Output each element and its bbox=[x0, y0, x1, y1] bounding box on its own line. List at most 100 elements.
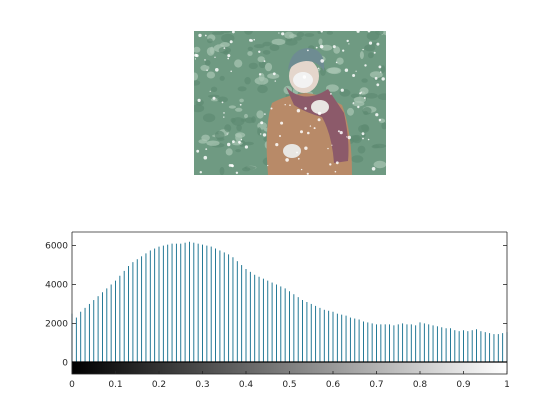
snowflake bbox=[289, 104, 291, 106]
leaf bbox=[234, 59, 243, 68]
snowflake bbox=[329, 163, 332, 166]
snowflake bbox=[197, 98, 201, 102]
leaf bbox=[372, 143, 386, 149]
snowflake bbox=[206, 69, 208, 71]
snowflake bbox=[260, 121, 264, 125]
x-tick-label: 0.4 bbox=[239, 380, 254, 390]
snowflake bbox=[380, 71, 382, 73]
snowflake bbox=[262, 133, 267, 137]
snowflake bbox=[317, 111, 322, 116]
snowflake bbox=[296, 151, 298, 154]
snowflake bbox=[348, 43, 350, 45]
leaf bbox=[271, 38, 286, 46]
snowflake bbox=[238, 140, 241, 144]
x-tick-label: 0.8 bbox=[413, 380, 428, 390]
source-photo bbox=[194, 31, 386, 175]
snowflake bbox=[215, 68, 219, 72]
leaf bbox=[244, 117, 255, 124]
snowflake bbox=[264, 113, 266, 115]
snowflake bbox=[227, 54, 231, 58]
leaf bbox=[258, 60, 266, 69]
snowflake bbox=[320, 31, 323, 33]
snowflake bbox=[346, 136, 348, 138]
snowflake bbox=[317, 67, 320, 69]
x-tick-label: 0.6 bbox=[326, 380, 341, 390]
snowflake bbox=[204, 34, 207, 37]
snowflake bbox=[258, 50, 261, 53]
snowflake bbox=[347, 135, 351, 140]
snowflake bbox=[342, 49, 345, 52]
snowflake bbox=[204, 59, 206, 61]
snowflake bbox=[319, 44, 324, 49]
snowflake bbox=[198, 33, 202, 38]
person-figure bbox=[266, 48, 352, 175]
snowflake bbox=[272, 72, 276, 76]
snowflake bbox=[249, 38, 252, 42]
leaf bbox=[217, 96, 228, 103]
snowflake bbox=[285, 158, 289, 162]
snowflake bbox=[281, 32, 285, 36]
snowflake bbox=[363, 97, 366, 99]
leaf bbox=[269, 44, 280, 51]
leaf bbox=[235, 149, 241, 153]
snowflake bbox=[240, 139, 243, 141]
snowflake bbox=[196, 149, 200, 153]
snowflake bbox=[239, 103, 242, 106]
leaf bbox=[361, 78, 368, 83]
snowflake bbox=[253, 38, 255, 41]
snowflake bbox=[280, 121, 284, 125]
x-ticks: 0 0.1 0.2 0.3 0.4 0.5 0.6 0.7 0.8 0.9 1 bbox=[69, 371, 510, 390]
leaf bbox=[204, 59, 211, 66]
leaf bbox=[381, 122, 386, 130]
leaf bbox=[224, 124, 232, 132]
leaf bbox=[198, 139, 208, 144]
glove-right bbox=[311, 100, 329, 114]
snowflake bbox=[355, 70, 357, 72]
leaf bbox=[194, 80, 201, 86]
leaf bbox=[206, 71, 216, 79]
snowflake bbox=[223, 112, 225, 114]
snowflake bbox=[227, 142, 231, 147]
leaf bbox=[202, 113, 216, 123]
snowflake bbox=[359, 92, 362, 95]
snowflake bbox=[306, 172, 309, 175]
leaf bbox=[375, 31, 384, 36]
snowflake bbox=[309, 125, 312, 127]
leaf bbox=[225, 148, 233, 156]
leaf bbox=[219, 167, 225, 175]
snowflake bbox=[229, 40, 233, 44]
leaf bbox=[247, 51, 253, 56]
leaf bbox=[230, 117, 236, 123]
leaf bbox=[377, 93, 386, 100]
snowflake bbox=[227, 57, 230, 60]
leaf bbox=[326, 31, 333, 35]
leaf bbox=[380, 65, 386, 73]
snowflake bbox=[362, 48, 364, 51]
leaf bbox=[235, 107, 243, 112]
leaf bbox=[320, 44, 333, 51]
x-tick-label: 1 bbox=[504, 380, 510, 390]
snowflake bbox=[330, 93, 332, 95]
x-tick-label: 0.1 bbox=[108, 380, 122, 390]
snowflake bbox=[232, 31, 235, 34]
leaf bbox=[304, 33, 315, 37]
snowflake bbox=[209, 90, 211, 92]
snowflake bbox=[335, 161, 339, 165]
x-tick-label: 0.7 bbox=[369, 380, 383, 390]
snowflake bbox=[331, 144, 333, 146]
snowflake bbox=[230, 70, 232, 73]
snowflake bbox=[302, 75, 307, 79]
leaf bbox=[369, 71, 383, 79]
snowflake bbox=[376, 42, 380, 46]
snowflake bbox=[340, 88, 344, 92]
snowflake bbox=[212, 96, 216, 100]
y-tick-label: 0 bbox=[62, 358, 68, 368]
leaf bbox=[362, 107, 372, 115]
snowflake bbox=[368, 41, 373, 45]
leaf bbox=[267, 73, 280, 79]
snowflake bbox=[223, 47, 226, 49]
leaf bbox=[264, 62, 273, 72]
leaf bbox=[256, 110, 264, 119]
leaf bbox=[358, 124, 370, 134]
snowflake bbox=[244, 145, 248, 149]
